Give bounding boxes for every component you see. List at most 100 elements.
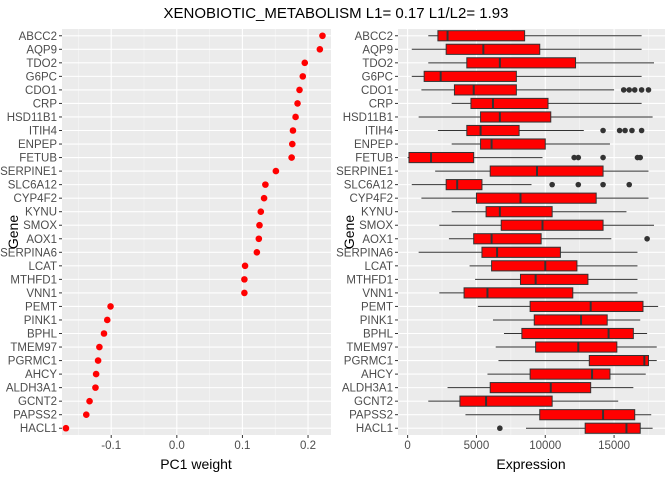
box — [480, 111, 552, 123]
outlier-point — [629, 127, 635, 134]
x-tick-label: 0.0 — [169, 440, 185, 452]
outlier-point — [620, 87, 627, 93]
y-tick-label: CDO1 — [25, 85, 57, 97]
outlier-point — [644, 235, 650, 242]
outlier-point — [616, 127, 623, 134]
left-plot-background — [62, 29, 331, 435]
data-point — [272, 167, 280, 175]
y-tick-label: PEMT — [361, 301, 393, 313]
outlier-point — [575, 154, 582, 161]
outlier-point — [638, 127, 645, 134]
box — [445, 43, 541, 55]
y-tick-label: AOX1 — [362, 234, 393, 246]
y-tick-label: ITIH4 — [365, 126, 394, 138]
box — [491, 260, 578, 272]
y-tick-label: PAPSS2 — [13, 410, 57, 422]
y-tick-label: AQP9 — [362, 44, 393, 56]
data-point — [241, 289, 248, 297]
y-tick-label: SERPINE1 — [336, 166, 393, 178]
data-point — [86, 397, 93, 405]
data-point — [255, 235, 263, 243]
data-point — [92, 370, 100, 378]
y-tick-label: GCNT2 — [354, 396, 393, 408]
data-point — [256, 221, 263, 229]
y-tick-label: SERPINA6 — [336, 247, 393, 259]
box — [408, 151, 475, 164]
data-point — [289, 127, 297, 134]
y-tick-label: HSD11B1 — [7, 112, 57, 124]
y-tick-label: LCAT — [364, 261, 393, 273]
box — [453, 84, 517, 96]
y-tick-label: PINK1 — [24, 315, 57, 327]
y-tick-label: HACL1 — [20, 423, 57, 435]
outlier-point — [600, 181, 606, 188]
y-tick-label: SMOX — [23, 220, 57, 232]
box — [481, 246, 561, 258]
left-gridlines — [62, 29, 331, 435]
data-point — [319, 32, 326, 40]
outlier-point — [600, 154, 606, 161]
box — [529, 300, 644, 313]
y-tick-label: MTHFD1 — [346, 274, 393, 286]
outlier-point — [637, 154, 644, 161]
y-tick-label: TDO2 — [362, 58, 393, 70]
outlier-point — [645, 87, 652, 93]
box — [584, 422, 641, 434]
y-tick-label: PINK1 — [360, 315, 393, 327]
x-tick-label: 5000 — [464, 440, 490, 452]
y-tick-label: ALDH3A1 — [6, 383, 57, 395]
box — [480, 138, 546, 150]
box — [500, 219, 604, 231]
box — [459, 395, 553, 407]
y-tick-label: CYP4F2 — [14, 193, 57, 205]
y-tick-label: FETUB — [355, 153, 393, 165]
left-x-axis: -0.1 0.0 0.1 0.2 — [101, 435, 316, 452]
right-boxplots — [407, 30, 659, 434]
box — [529, 368, 611, 380]
data-point — [257, 208, 265, 215]
box — [489, 165, 604, 177]
y-tick-label: PEMT — [25, 301, 57, 313]
data-point — [296, 86, 303, 94]
box — [519, 273, 589, 285]
right-plot-background — [398, 29, 665, 435]
y-tick-label: CRP — [369, 98, 394, 110]
outlier-point — [549, 181, 555, 188]
data-point — [253, 249, 261, 256]
data-point — [100, 330, 108, 337]
data-point — [260, 194, 268, 202]
box — [473, 233, 542, 245]
y-tick-label: AHCY — [25, 369, 57, 381]
box — [475, 192, 597, 204]
left-y-axis-title: Gene — [5, 215, 21, 249]
y-tick-label: PAPSS2 — [349, 410, 393, 422]
right-x-axis-title: Expression — [496, 456, 565, 472]
figure-title: XENOBIOTIC_METABOLISM L1= 0.17 L1/L2= 1.… — [164, 5, 509, 22]
y-tick-label: G6PC — [362, 71, 393, 83]
left-x-axis-title: PC1 weight — [160, 456, 232, 472]
y-tick-label: LCAT — [28, 261, 57, 273]
y-tick-label: ABCC2 — [19, 31, 57, 43]
box — [535, 341, 618, 353]
data-point — [316, 46, 324, 53]
y-tick-label: CDO1 — [361, 85, 393, 97]
data-point — [288, 154, 295, 161]
box — [521, 327, 634, 340]
right-y-axis-title: Gene — [341, 215, 357, 249]
data-point — [241, 276, 248, 283]
data-point — [241, 262, 249, 270]
data-point — [92, 384, 99, 391]
box — [423, 70, 517, 82]
x-tick-label: 15000 — [598, 440, 630, 452]
y-tick-label: ENPEP — [18, 139, 57, 151]
y-tick-label: MTHFD1 — [10, 274, 57, 286]
outlier-point — [626, 181, 633, 188]
box — [466, 57, 577, 69]
outlier-point — [622, 127, 628, 134]
data-point — [294, 100, 301, 107]
data-point — [82, 411, 90, 419]
x-tick-label: 0.2 — [300, 440, 316, 452]
y-tick-label: CYP4F2 — [350, 193, 393, 205]
box — [466, 124, 520, 137]
